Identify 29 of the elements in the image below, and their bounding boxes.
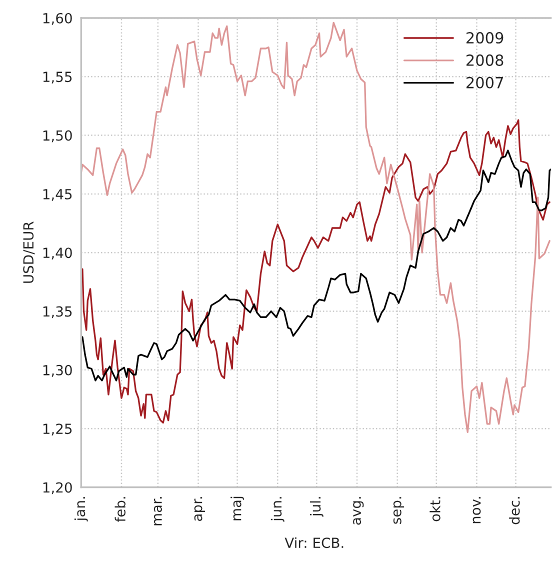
x-tick-label: dec. (509, 497, 520, 524)
x-tick-label: okt. (430, 497, 440, 522)
y-tick-label: 1,30 (43, 364, 72, 377)
line-series (82, 150, 551, 382)
x-tick-label: apr. (194, 497, 205, 521)
y-tick-label: 1,50 (43, 130, 72, 142)
x-tick-label: jul. (310, 497, 324, 517)
y-tick-label: 1,35 (43, 306, 72, 318)
y-tick-label: 1,55 (43, 72, 72, 84)
x-tick-label: feb. (114, 497, 126, 522)
line-series (81, 22, 550, 433)
line-series (82, 119, 550, 424)
x-tick-label: jan. (74, 497, 88, 522)
text: Vir: ECB. (284, 537, 344, 548)
x-tick-label: mar. (154, 497, 162, 526)
y-tick-label: 1,20 (43, 482, 72, 494)
y-tick-label: 1,40 (43, 248, 72, 260)
x-tick-label: jun. (270, 497, 284, 522)
x-tick-label: sep. (393, 497, 404, 524)
y-tick-label: 1,60 (43, 12, 72, 25)
legend-label: 2007 (466, 76, 503, 88)
y-axis-title: USD/EUR (23, 222, 35, 283)
legend-label: 2009 (466, 32, 504, 44)
legend-label: 2008 (466, 54, 504, 66)
x-tick-label: maj (230, 496, 244, 520)
y-tick-label: 1,25 (43, 424, 72, 436)
y-tick-label: 1,45 (43, 189, 72, 201)
x-tick-label: nov. (472, 497, 481, 524)
x-tick-label: avg. (353, 497, 364, 525)
